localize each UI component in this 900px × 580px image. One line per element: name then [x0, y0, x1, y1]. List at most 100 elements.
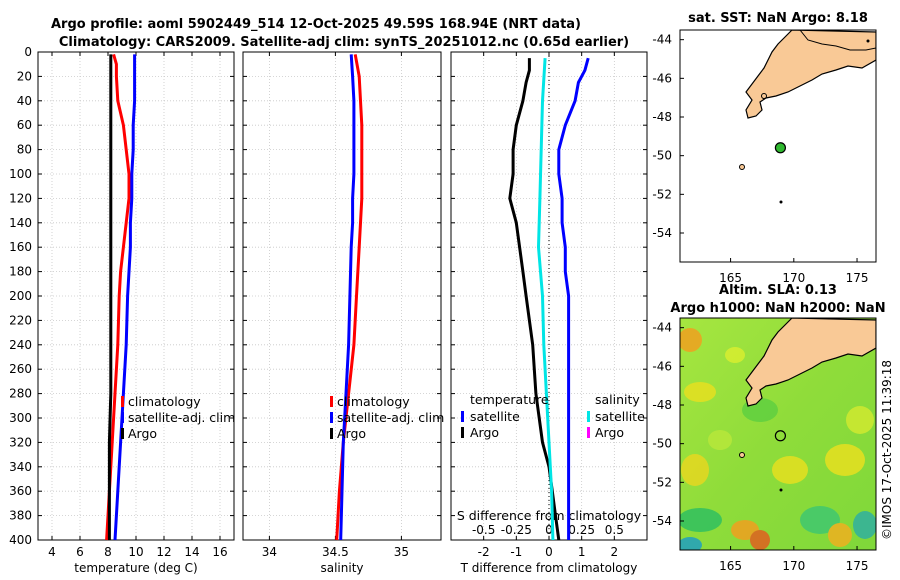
top-axis-label: S difference from climatology: [457, 508, 642, 523]
x-tick-label: 12: [156, 545, 171, 559]
legend-label-argo: Argo: [128, 426, 157, 441]
y-tick-label: 360: [9, 484, 32, 498]
sla-map-title-line1: Altim. SLA: 0.13: [719, 283, 837, 298]
x-tick-label: 8: [104, 545, 112, 559]
map-y-tick-label: -54: [652, 226, 672, 240]
sla-field-blobs: [680, 325, 876, 550]
sla-map: 165 170 175 -44 -46 -48 -50 -52 -54: [652, 317, 877, 573]
salinity-panel: 34 34.5 35 salinity: [242, 51, 442, 575]
y-tick-label: 20: [17, 69, 32, 83]
map-y-tick-label: -46: [652, 71, 672, 85]
x-tick-label: 34: [262, 545, 277, 559]
campbell-island: [779, 200, 783, 204]
y-tick-label: 40: [17, 94, 32, 108]
coastline-outline: [799, 30, 876, 51]
x-tick-label: 35: [394, 545, 409, 559]
argo-profile-marker: [774, 142, 787, 154]
salinity-legend: climatology satellite-adj. clim Argo: [330, 394, 444, 441]
legend-swatch-climatology: [121, 396, 124, 407]
x-tick-label: -2: [478, 545, 490, 559]
y-tick-label: 120: [9, 191, 32, 205]
campbell-island: [779, 488, 783, 492]
legend-label-climatology: climatology: [337, 394, 410, 409]
x-tick-label: 14: [184, 545, 199, 559]
map-x-tick-label: 175: [846, 559, 869, 573]
legend-swatch-argo: [330, 428, 333, 439]
y-tick-label: 240: [9, 338, 32, 352]
legend-swatch-s-argo: [587, 427, 590, 438]
y-tick-label: 200: [9, 289, 32, 303]
difference-legend: temperature satellite Argo salinity sate…: [461, 392, 645, 440]
x-tick-label: -1: [510, 545, 522, 559]
x-tick-label: 4: [48, 545, 56, 559]
y-tick-label: 260: [9, 362, 32, 376]
map-y-tick-label: -44: [652, 321, 672, 335]
legend-swatch-s-satellite: [587, 411, 590, 422]
top-tick-label: -0.5: [472, 523, 495, 537]
legend-label-s-satellite: satellite: [595, 409, 645, 424]
x-tick-label: 6: [76, 545, 84, 559]
legend-swatch-climatology: [330, 396, 333, 407]
y-tick-label: 320: [9, 435, 32, 449]
auckland-islands: [739, 164, 745, 170]
legend-swatch-satellite: [330, 412, 333, 423]
map-x-tick-label: 165: [719, 559, 742, 573]
map-y-tick-label: -46: [652, 359, 672, 373]
map-x-tick-label: 165: [719, 271, 742, 285]
x-tick-label: 0: [545, 545, 553, 559]
map-x-tick-label: 170: [782, 559, 805, 573]
map-y-tick-label: -48: [652, 398, 672, 412]
legend-label-satellite: satellite-adj. clim: [337, 410, 444, 425]
chatham-dot: [866, 39, 870, 43]
sst-map-frame: [679, 29, 877, 263]
sst-map: 165 170 175 -44 -46 -48 -50 -52 -54: [652, 29, 877, 285]
difference-panel: -2 -1 0 1 2 T difference from climatology S di…: [450, 51, 648, 575]
series-line-satellite-adj-clim: [339, 54, 356, 541]
legend-label-t-satellite: satellite: [470, 409, 520, 424]
new-zealand-landmass: [745, 318, 876, 407]
legend-swatch-argo: [121, 428, 124, 439]
legend-swatch-satellite: [121, 412, 124, 423]
temperature-legend: climatology satellite-adj. clim Argo: [121, 394, 235, 441]
argo-profile-marker: [774, 430, 787, 442]
sla-map-frame: [679, 317, 877, 551]
legend-label-argo: Argo: [337, 426, 366, 441]
x-tick-label: 1: [578, 545, 586, 559]
y-tick-label: 140: [9, 216, 32, 230]
y-tick-label: 60: [17, 118, 32, 132]
main-title-line1: Argo profile: aoml 5902449_514 12-Oct-20…: [51, 17, 581, 32]
map-x-tick-label: 175: [846, 271, 869, 285]
legend-swatch-t-argo: [461, 427, 464, 438]
map-y-tick-label: -54: [652, 514, 672, 528]
x-tick-label: 16: [212, 545, 227, 559]
legend-heading-temperature: temperature: [470, 392, 549, 407]
y-tick-label: 100: [9, 167, 32, 181]
map-y-tick-label: -52: [652, 475, 672, 489]
series-line-satellite-adj-clim: [113, 54, 137, 541]
sla-map-title-line2: Argo h1000: NaN h2000: NaN: [670, 301, 885, 316]
y-tick-label: 180: [9, 265, 32, 279]
top-tick-label: -0.25: [501, 523, 532, 537]
y-tick-label: 300: [9, 411, 32, 425]
x-axis-label: temperature (deg C): [74, 561, 197, 575]
legend-label-climatology: climatology: [128, 394, 201, 409]
map-y-tick-label: -50: [652, 437, 672, 451]
imos-watermark: ©IMOS 17-Oct-2025 11:39:18: [880, 360, 894, 540]
auckland-islands: [739, 452, 745, 458]
map-y-tick-label: -50: [652, 149, 672, 163]
y-tick-label: 220: [9, 313, 32, 327]
legend-label-t-argo: Argo: [470, 425, 499, 440]
y-tick-label: 340: [9, 460, 32, 474]
x-tick-label: 34.5: [322, 545, 349, 559]
x-axis-label: T difference from climatology: [460, 561, 638, 575]
legend-label-satellite: satellite-adj. clim: [128, 410, 235, 425]
series-line-argo: [107, 54, 113, 540]
y-tick-label: 160: [9, 240, 32, 254]
sst-map-title: sat. SST: NaN Argo: 8.18: [688, 11, 868, 26]
legend-heading-salinity: salinity: [595, 392, 640, 407]
map-x-tick-label: 170: [782, 271, 805, 285]
legend-label-s-argo: Argo: [595, 425, 624, 440]
map-y-tick-label: -48: [652, 110, 672, 124]
series-line-t-satellite: [557, 57, 590, 540]
